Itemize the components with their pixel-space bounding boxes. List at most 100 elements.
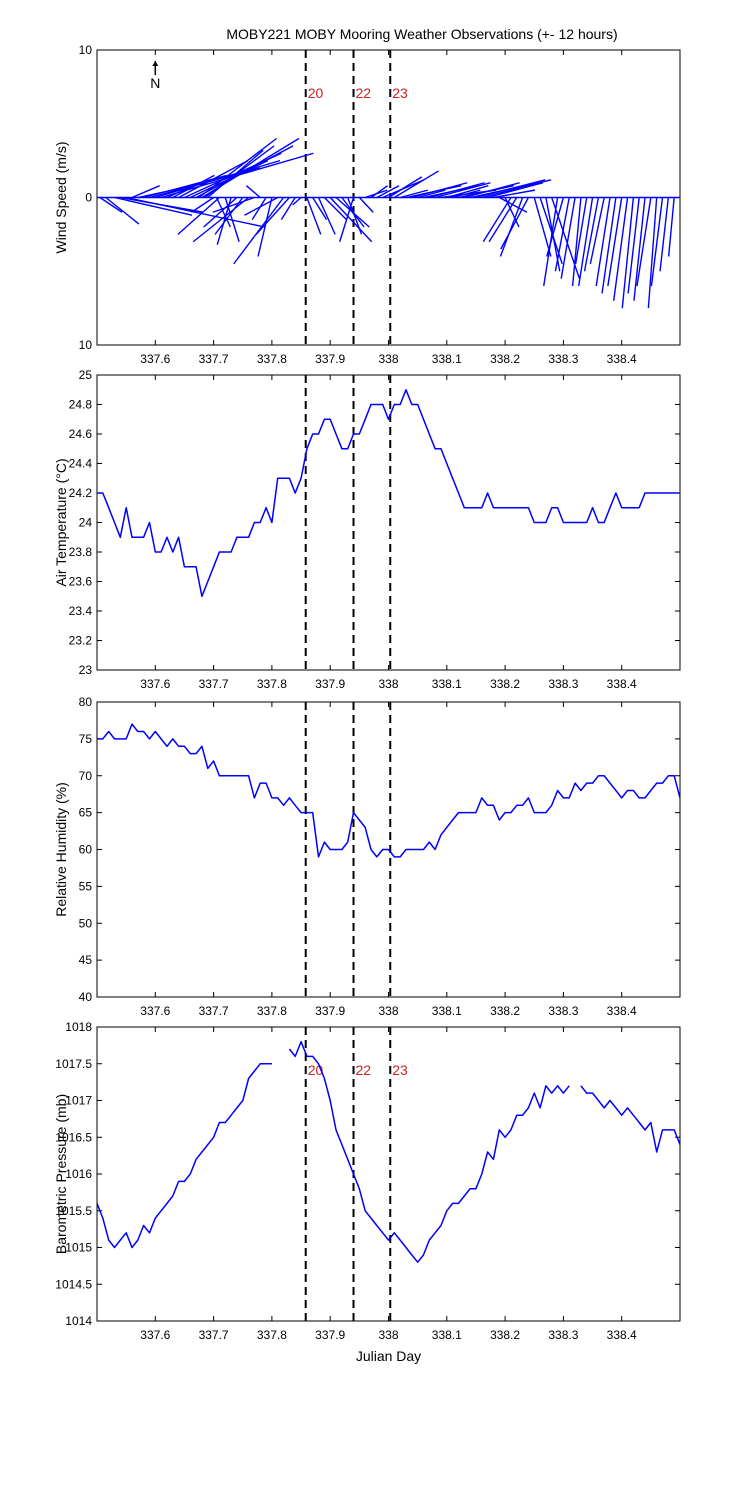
- x-tick-label: 337.7: [199, 352, 229, 366]
- wind-stick: [578, 197, 594, 287]
- y-axis-label: Wind Speed (m/s): [53, 141, 69, 253]
- wind-stick: [370, 185, 389, 199]
- y-axis-label: Relative Humidity (%): [53, 782, 69, 917]
- x-tick-label: 338.1: [432, 677, 462, 691]
- y-tick-label: 60: [79, 843, 93, 857]
- y-tick-label: 1014.5: [55, 1277, 92, 1291]
- wind-stick: [589, 197, 605, 265]
- wind-stick: [571, 197, 582, 287]
- y-tick-label: 1016.5: [55, 1130, 92, 1144]
- wind-stick: [612, 197, 629, 301]
- wind-stick: [446, 185, 489, 199]
- y-tick-label: 25: [79, 368, 93, 382]
- wind-stick: [347, 197, 363, 235]
- wind-stick: [560, 197, 576, 279]
- wind-stick: [546, 197, 565, 257]
- wind-stick: [574, 197, 588, 264]
- wind-stick: [650, 197, 664, 287]
- series-line-barometric_pressure: [97, 1063, 272, 1249]
- wind-stick: [475, 179, 546, 199]
- wind-stick: [601, 197, 617, 294]
- wind-stick: [105, 196, 140, 225]
- wind-stick: [317, 197, 336, 235]
- event-marker-label: 20: [308, 85, 324, 101]
- x-tick-label: 338.2: [490, 1328, 520, 1342]
- wind-stick: [429, 182, 485, 199]
- y-tick-label: 65: [79, 806, 93, 820]
- wind-stick: [583, 197, 600, 272]
- x-tick-label: 338: [378, 677, 398, 691]
- x-tick-label: 337.6: [140, 677, 170, 691]
- y-tick-label: 80: [79, 695, 93, 709]
- wind-stick: [393, 170, 439, 199]
- y-tick-label: 24.8: [69, 398, 93, 412]
- y-tick-label: 55: [79, 879, 93, 893]
- y-tick-label: 10: [79, 338, 93, 352]
- y-tick-label: 10: [79, 43, 93, 57]
- x-tick-label: 338.2: [490, 1004, 520, 1018]
- wind-stick: [245, 185, 261, 199]
- y-tick-label: 24.2: [69, 486, 93, 500]
- x-tick-label: 338.2: [490, 352, 520, 366]
- x-tick-label: 337.9: [315, 1328, 345, 1342]
- wind-stick: [627, 197, 640, 294]
- x-tick-label: 338.1: [432, 352, 462, 366]
- y-tick-label: 1015: [65, 1241, 92, 1255]
- x-tick-label: 337.7: [199, 1328, 229, 1342]
- plot-frame: [96, 1026, 681, 1322]
- x-tick-label: 337.9: [315, 352, 345, 366]
- north-label: N: [150, 75, 160, 91]
- x-tick-label: 338.3: [548, 677, 578, 691]
- y-tick-label: 45: [79, 953, 93, 967]
- wind-stick: [204, 145, 275, 199]
- wind-stick: [178, 160, 249, 199]
- wind-stick: [192, 196, 250, 243]
- y-axis-label: Barometric Pressure (mb): [53, 1094, 69, 1254]
- panel-relative_humidity: 40 45 50 55 60 65 70 75 80 337.6 337.7 337.8 337.9 33…: [53, 695, 681, 1018]
- x-axis-label: Julian Day: [356, 1348, 421, 1364]
- wind-stick: [633, 197, 646, 301]
- series-line-barometric_pressure: [580, 1085, 680, 1153]
- x-tick-label: 338.1: [432, 1004, 462, 1018]
- wind-stick: [131, 185, 160, 199]
- wind-stick: [292, 196, 302, 206]
- wind-stick: [215, 197, 231, 228]
- wind-stick: [339, 197, 355, 242]
- y-tick-label: 23.8: [69, 545, 93, 559]
- y-tick-label: 24: [79, 516, 93, 530]
- wind-stick: [411, 182, 468, 199]
- wind-stick: [114, 196, 193, 216]
- series-line-air_temperature: [97, 389, 680, 598]
- y-tick-label: 23.6: [69, 575, 93, 589]
- wind-stick: [191, 196, 214, 213]
- wind-stick: [667, 197, 675, 257]
- series-line-barometric_pressure: [288, 1040, 570, 1263]
- wind-stick: [376, 185, 400, 199]
- event-marker-label: 23: [392, 85, 408, 101]
- x-tick-label: 337.6: [140, 1004, 170, 1018]
- y-tick-label: 50: [79, 916, 93, 930]
- x-tick-label: 337.8: [257, 1328, 287, 1342]
- wind-stick: [388, 176, 423, 199]
- series-group: [97, 137, 680, 309]
- y-tick-label: 1014: [65, 1314, 92, 1328]
- wind-stick: [452, 189, 481, 199]
- wind-stick: [177, 196, 220, 235]
- wind-stick: [203, 196, 238, 228]
- wind-stick: [554, 197, 570, 272]
- wind-stick: [323, 197, 348, 221]
- wind-stick: [434, 182, 491, 199]
- wind-stick: [636, 197, 652, 287]
- wind-stick: [595, 197, 611, 287]
- x-tick-label: 338.3: [548, 1328, 578, 1342]
- x-tick-label: 337.9: [315, 1004, 345, 1018]
- wind-stick: [255, 197, 290, 235]
- y-tick-label: 1017.5: [55, 1057, 92, 1071]
- chart-panels: 10 0 10 337.6 337.7 337.8 337.9 338 338.1 338.2 33…: [53, 43, 681, 1364]
- wind-stick: [155, 159, 281, 199]
- wind-stick: [482, 197, 512, 243]
- y-tick-label: 23.2: [69, 634, 93, 648]
- wind-stick: [280, 197, 296, 220]
- wind-stick: [621, 197, 635, 309]
- y-tick-label: 24.6: [69, 427, 93, 441]
